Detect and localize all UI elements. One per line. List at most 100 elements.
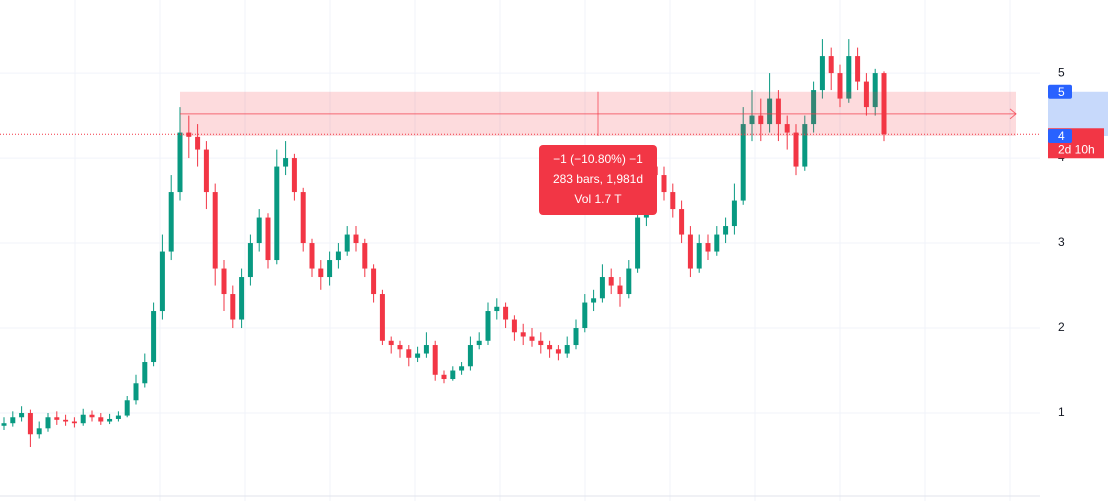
candle-body [256, 217, 262, 244]
candle-body [247, 243, 253, 278]
candle-body [661, 175, 667, 193]
candle-body [80, 414, 86, 424]
candle-body [397, 345, 403, 350]
axis-price-label: 5 [1058, 85, 1065, 99]
candle-body [573, 328, 579, 346]
axis-price-label: 4 [1058, 129, 1065, 143]
candle-body [837, 73, 843, 99]
candle-body [749, 115, 755, 125]
candle-body [529, 336, 535, 341]
candle-body [177, 132, 183, 193]
candle-body [731, 200, 737, 227]
candle-body [767, 98, 773, 125]
candle-body [230, 294, 236, 320]
candle-body [89, 414, 95, 418]
candle-body [186, 132, 192, 137]
candle-body [239, 277, 245, 320]
measure-text: 283 bars, 1,981d [553, 172, 643, 186]
candle-body [591, 298, 597, 303]
candle-body [872, 73, 878, 108]
y-tick-label: 5 [1058, 65, 1065, 79]
y-tick-label: 1 [1058, 405, 1065, 419]
candle-body [54, 417, 60, 420]
candle-body [608, 277, 614, 286]
candle-body [335, 251, 341, 261]
axis-price-box [1048, 128, 1072, 143]
candle-body [503, 306, 509, 320]
candle-body [670, 192, 676, 210]
candle-body [388, 340, 394, 346]
candle-body [151, 311, 157, 363]
candle-body [10, 417, 16, 424]
candle-body [714, 234, 720, 252]
candle-body [635, 217, 641, 269]
candle-body [423, 345, 429, 354]
candle-body [819, 56, 825, 91]
candle-body [855, 56, 861, 82]
candle-body [309, 243, 315, 269]
candle-body [758, 115, 764, 125]
y-tick-label: 3 [1058, 235, 1065, 249]
candle-body [432, 345, 438, 375]
candle-body [494, 306, 500, 312]
candle-body [723, 226, 729, 235]
candle-body [371, 268, 377, 295]
candle-body [802, 124, 808, 167]
candle-body [362, 243, 368, 269]
candle-body [379, 294, 385, 341]
axis-price-box [1048, 84, 1072, 99]
candle-body [1, 423, 7, 426]
candle-body [520, 332, 526, 337]
candle-body [133, 383, 139, 401]
candle-body [142, 362, 148, 384]
candle-body [168, 192, 174, 252]
candle-body [863, 81, 869, 108]
candle-body [406, 349, 412, 358]
candle-body [124, 400, 130, 416]
candle-body [71, 421, 77, 424]
candle-body [740, 124, 746, 201]
candle-body [679, 209, 685, 235]
candle-body [476, 340, 482, 346]
candle-body [511, 319, 517, 333]
candle-body [203, 149, 209, 193]
candle-body [793, 132, 799, 167]
candle-body [291, 158, 297, 193]
candle-body [98, 417, 104, 422]
candle-body [784, 124, 790, 133]
countdown: 2d 10h [1058, 142, 1095, 156]
candle-body [318, 268, 324, 278]
candle-body [265, 217, 271, 261]
candle-body [599, 277, 605, 299]
candle-body [485, 311, 491, 341]
candle-body [27, 413, 33, 435]
candle-body [115, 415, 121, 419]
candle-body [344, 234, 350, 252]
candle-body [626, 268, 632, 295]
measure-tooltip [539, 145, 657, 215]
measure-arrow-head [1009, 108, 1017, 120]
candle-body [300, 192, 306, 244]
candle-body [687, 234, 693, 269]
measure-text: Vol 1.7 T [574, 192, 622, 206]
candle-body [881, 73, 887, 135]
candle-body [811, 90, 817, 125]
candle-body [107, 418, 113, 422]
candle-body [582, 302, 588, 329]
candle-body [450, 370, 456, 380]
candle-body [36, 428, 42, 435]
candle-body [159, 251, 165, 312]
candle-body [45, 417, 51, 429]
candle-body [195, 136, 201, 150]
candle-body [555, 349, 561, 354]
candle-body [212, 192, 218, 269]
candle-body [415, 353, 421, 358]
candle-body [696, 243, 702, 269]
candle-body [19, 413, 25, 418]
candle-body [459, 366, 465, 371]
measure-text: −1 (−10.80%) −1 [553, 152, 643, 166]
candle-body [547, 345, 553, 350]
candle-body [775, 98, 781, 125]
candle-body [705, 243, 711, 252]
